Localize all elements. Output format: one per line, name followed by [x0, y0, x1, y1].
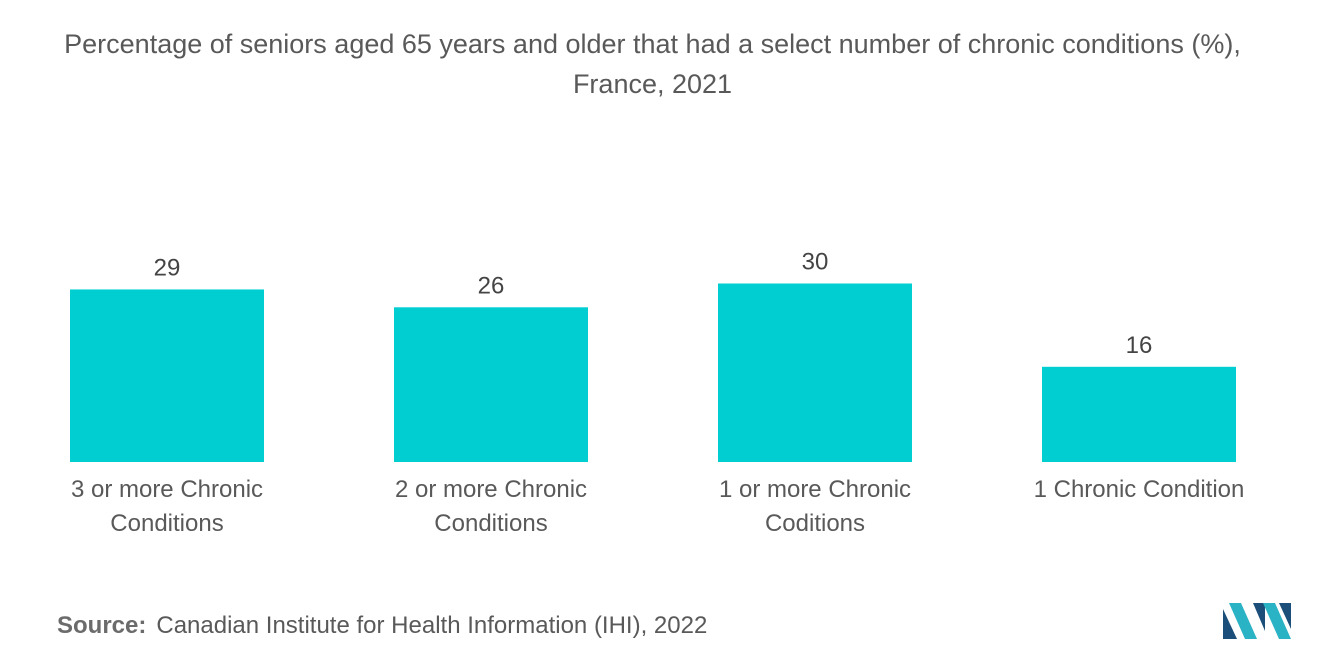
- data-label: 29: [154, 254, 181, 281]
- data-label: 30: [802, 249, 829, 276]
- category-label-line: 1 Chronic Condition: [1034, 476, 1245, 503]
- bar: [1042, 366, 1236, 462]
- category-label-line: Coditions: [765, 510, 865, 537]
- source-line: Source: Canadian Institute for Health Inf…: [57, 612, 707, 640]
- category-label: 2 or more Chronic Conditions: [395, 476, 587, 537]
- category-label: 3 or more Chronic Conditions: [71, 476, 263, 537]
- bar: [718, 283, 912, 462]
- category-label-line: Conditions: [434, 510, 547, 537]
- logo-shape-3: [1253, 603, 1265, 631]
- data-label: 26: [478, 272, 505, 299]
- source-text: Canadian Institute for Health Informatio…: [156, 612, 708, 639]
- category-label-line: 2 or more Chronic: [395, 476, 587, 503]
- category-label: 1 or more Chronic Coditions: [719, 476, 911, 537]
- category-label-line: 1 or more Chronic: [719, 476, 911, 503]
- data-label: 16: [1126, 332, 1153, 359]
- logo-shape-5: [1279, 603, 1291, 629]
- category-label: 1 Chronic Condition: [1034, 476, 1245, 503]
- bar: [70, 289, 264, 462]
- logo-shape-2: [1229, 603, 1257, 639]
- bar-chart: 29 3 or more Chronic Conditions 26 2 or more…: [70, 249, 1245, 537]
- logo-shape-4: [1263, 603, 1291, 639]
- logo-shape-1: [1223, 609, 1237, 639]
- brand-logo-icon: [1223, 603, 1291, 639]
- chart-title: Percentage of seniors aged 65 years and …: [64, 29, 1241, 99]
- bar: [394, 307, 588, 462]
- category-label-line: 3 or more Chronic: [71, 476, 263, 503]
- source-label: Source:: [57, 612, 147, 639]
- category-label-line: Conditions: [110, 510, 223, 537]
